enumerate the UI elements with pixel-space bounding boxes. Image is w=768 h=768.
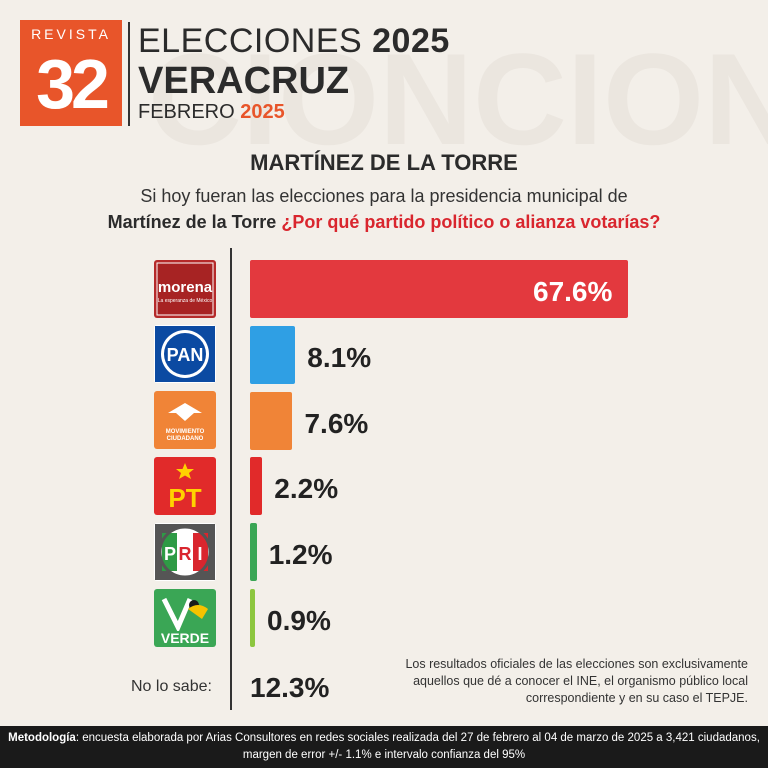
pan-logo: PAN: [154, 325, 216, 383]
svg-text:MOVIMIENTO: MOVIMIENTO: [166, 429, 205, 435]
pri-logo: P R I: [154, 523, 216, 581]
logo-number: 32: [36, 45, 110, 123]
svg-text:VERDE: VERDE: [161, 630, 209, 646]
municipality-title: MARTÍNEZ DE LA TORRE: [250, 150, 518, 175]
svg-text:CIUDADANO: CIUDADANO: [167, 436, 204, 442]
logo-top-text: REVISTA: [31, 26, 111, 42]
bar-pt: [250, 457, 263, 516]
bar-morena: [250, 260, 628, 318]
svg-text:morena: morena: [158, 279, 213, 296]
svg-text:I: I: [197, 544, 202, 564]
value-label-morena: 67.6%: [533, 276, 613, 307]
bar-pan: [250, 325, 296, 384]
svg-text:PAN: PAN: [167, 345, 204, 365]
methodology-footer: Metodología: encuesta elaborada por Aria…: [0, 726, 768, 768]
question-line-2: Martínez de la Torre ¿Por qué partido po…: [107, 212, 661, 232]
no-sabe-label: No lo sabe:: [131, 678, 212, 695]
header-state: VERACRUZ: [138, 60, 350, 102]
bar-pri: [250, 523, 257, 582]
bar-verde: [250, 589, 256, 647]
header-title: ELECCIONES 2025: [138, 22, 450, 60]
chart-axis-line: [230, 248, 232, 710]
header-divider: [128, 22, 130, 126]
morena-logo: morena La esperanza de México: [154, 260, 216, 318]
value-label-verde: 0.9%: [267, 605, 331, 636]
value-label-pri: 1.2%: [268, 539, 333, 571]
movimiento-ciudadano-logo: MOVIMIENTO CIUDADANO: [154, 391, 216, 449]
no-sabe-value: 12.3%: [250, 672, 330, 703]
pt-logo: PT: [154, 457, 216, 515]
svg-text:PT: PT: [168, 483, 201, 513]
revista-32-logo: REVISTA 32: [20, 20, 122, 126]
disclaimer-note: Los resultados oficiales de las eleccion…: [405, 657, 748, 705]
value-label-pt: 2.2%: [274, 473, 339, 505]
background-watermark: CIONCION: [148, 26, 768, 172]
bar-movimiento-ciudadano: [250, 391, 293, 450]
svg-text:P: P: [164, 544, 176, 564]
header-date: FEBRERO 2025: [138, 101, 285, 123]
value-label-pan: 8.1%: [307, 341, 372, 373]
verde-logo: VERDE: [154, 589, 216, 647]
svg-text:La esperanza de México: La esperanza de México: [158, 298, 213, 304]
svg-text:R: R: [179, 544, 192, 564]
value-label-movimiento-ciudadano: 7.6%: [304, 407, 369, 439]
question-line-1: Si hoy fueran las elecciones para la pre…: [140, 186, 628, 206]
